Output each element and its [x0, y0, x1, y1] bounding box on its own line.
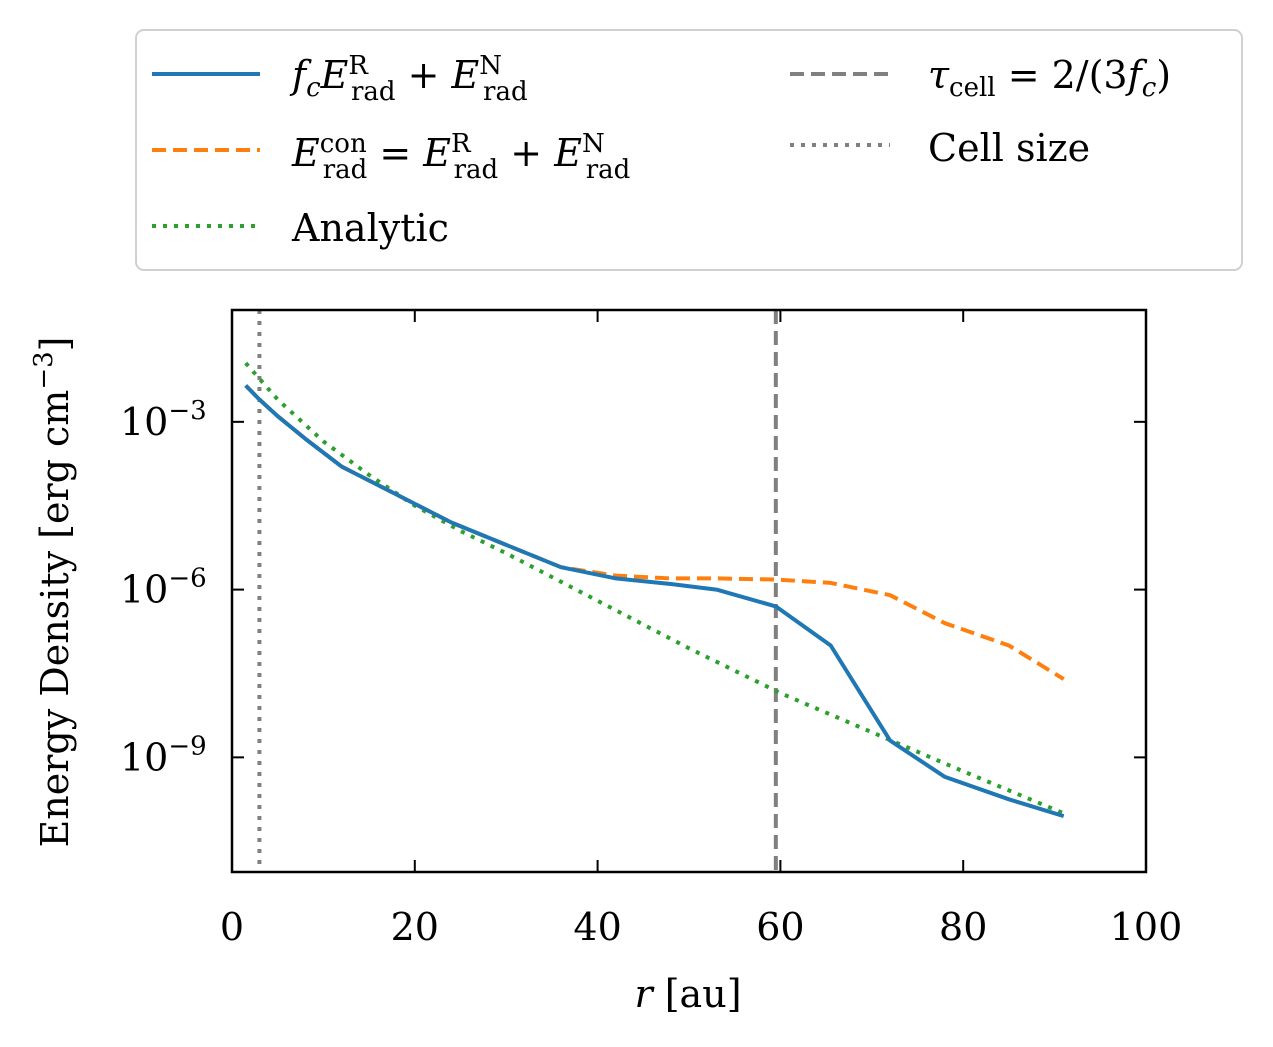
y-axis-label: Energy Density [erg cm−3]: [29, 337, 77, 848]
legend-label-analytic: Analytic: [291, 206, 449, 250]
x-tick-label: 40: [573, 905, 621, 949]
x-tick-label: 20: [391, 905, 439, 949]
axes: 0 20 40 60 80 100 10−3 10−6 10−9: [120, 308, 1183, 949]
series-line-econ: [244, 384, 1065, 681]
x-tick-label: 60: [756, 905, 804, 949]
y-tick-label: 10−6: [120, 564, 207, 612]
y-tick-label: 10−9: [120, 731, 207, 779]
legend-label-cell-size: Cell size: [928, 126, 1090, 170]
legend-frame: [135, 29, 1243, 271]
legend-label-econ: Econ rad = ER rad + EN rad: [291, 129, 630, 185]
legend-label-fc-erad: fcER rad + EN rad: [289, 51, 528, 107]
series-line-fc-erad: [244, 384, 1065, 819]
x-tick-label: 0: [220, 905, 244, 949]
x-axis-label: r [au]: [634, 972, 741, 1016]
plot-area: [244, 310, 1065, 872]
series-line-analytic: [244, 361, 1065, 816]
legend: fcER rad + EN rad Econ rad = ER rad + EN rad …: [135, 29, 1243, 271]
legend-label-tau: τcell = 2/(3fc): [928, 53, 1171, 103]
x-tick-label: 100: [1110, 905, 1183, 949]
y-tick-label: 10−3: [120, 396, 207, 444]
x-tick-label: 80: [939, 905, 987, 949]
plot-frame: [230, 308, 1148, 874]
